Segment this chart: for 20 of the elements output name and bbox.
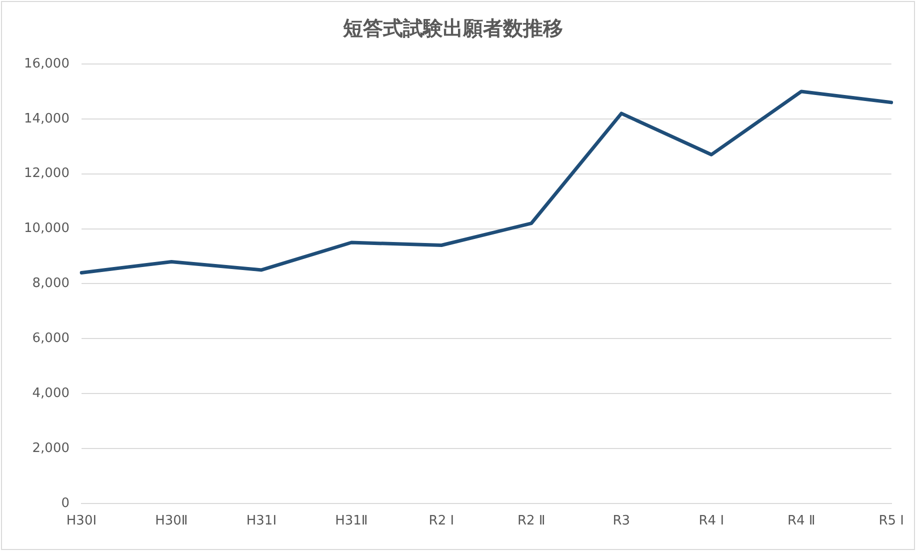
- chart-title: 短答式試験出願者数推移: [342, 16, 563, 40]
- y-tick-label: 16,000: [24, 56, 70, 72]
- x-tick-label: R5 Ⅰ: [878, 514, 904, 529]
- x-tick-label: R2 Ⅰ: [428, 514, 454, 529]
- y-tick-label: 12,000: [24, 166, 70, 182]
- y-tick-label: 14,000: [24, 111, 70, 126]
- y-tick-label: 10,000: [24, 221, 70, 236]
- x-tick-label: R4 Ⅰ: [698, 514, 724, 529]
- x-tick-label: R2 Ⅱ: [517, 514, 546, 529]
- x-tick-label: H31Ⅰ: [246, 514, 277, 529]
- y-tick-label: 4,000: [32, 386, 70, 401]
- x-tick-label: H30Ⅰ: [66, 514, 97, 529]
- y-tick-label: 0: [61, 496, 70, 511]
- x-tick-label: H30Ⅱ: [155, 514, 188, 529]
- y-tick-label: 6,000: [32, 331, 70, 346]
- x-tick-label: H31Ⅱ: [335, 514, 368, 529]
- y-tick-label: 8,000: [32, 276, 70, 292]
- x-tick-label: R3: [612, 514, 630, 529]
- x-tick-label: R4 Ⅱ: [787, 514, 816, 529]
- y-tick-label: 2,000: [32, 440, 70, 456]
